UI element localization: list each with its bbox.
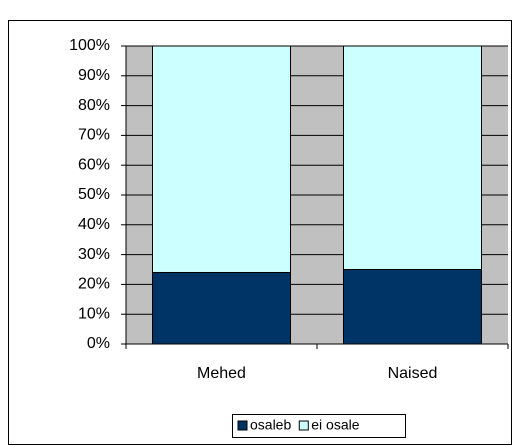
y-tick-label: 10% [78, 305, 110, 322]
y-tick-label: 20% [78, 276, 110, 293]
y-tick-label: 100% [69, 37, 110, 54]
legend-swatch [237, 420, 248, 431]
y-tick-label: 60% [78, 156, 110, 173]
legend-swatch [298, 420, 309, 431]
y-tick-label: 70% [78, 127, 110, 144]
legend-label: osaleb [250, 417, 291, 433]
x-tick-label: Naised [388, 365, 438, 382]
y-tick-label: 40% [78, 216, 110, 233]
bar-segment [343, 269, 482, 345]
y-tick-label: 50% [78, 186, 110, 203]
bar-segment [343, 45, 482, 270]
bar-segment [152, 271, 291, 345]
y-tick-label: 0% [87, 335, 110, 352]
legend-label: ei osale [311, 417, 359, 433]
bar-segment [152, 45, 291, 273]
y-tick-label: 30% [78, 246, 110, 263]
y-tick-label: 90% [78, 67, 110, 84]
legend-box [232, 414, 406, 438]
x-tick-label: Mehed [197, 365, 246, 382]
y-tick-label: 80% [78, 97, 110, 114]
